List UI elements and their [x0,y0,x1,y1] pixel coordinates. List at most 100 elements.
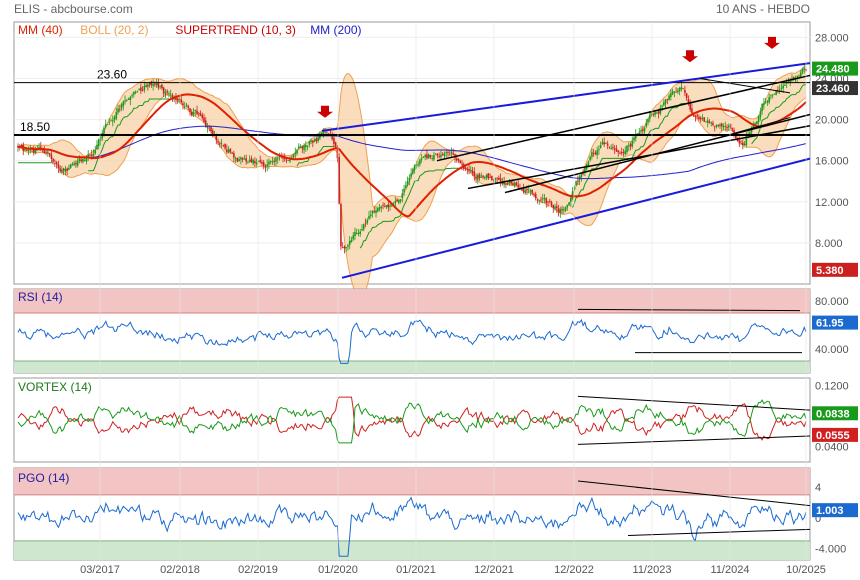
candle-body [787,80,790,82]
candle-body [722,126,725,128]
candle-body [510,181,512,184]
candle-body [248,159,251,163]
candle-body [522,188,525,192]
candle-body [613,148,616,150]
candle-body [262,162,265,166]
candle-body [652,113,655,115]
candle-body [629,144,632,147]
candle-body [545,198,548,203]
candle-body [389,205,391,207]
candle-body [327,133,330,135]
candle-body [40,146,42,148]
candle-body [152,84,154,86]
candle-body [789,79,792,83]
candle-body [204,120,207,127]
pgo-panel: 4 0 -4.000 PGO (14) 1.003 [13,467,858,561]
candle-body [436,153,439,156]
candle-body [448,154,451,156]
pgo-high-zone [14,468,810,495]
candle-body [368,215,370,219]
candle-body [194,109,197,112]
candle-body [419,159,421,165]
candle-body [34,149,37,154]
candle-body [777,91,779,93]
candle-body [32,148,35,153]
candle-body [668,95,670,101]
vortex-y-tick-label: 0.0400 [815,442,849,454]
candle-body [75,162,77,165]
candle-body [133,91,135,95]
candle-body [552,205,555,208]
candle-body [761,103,763,111]
candle-body [782,85,784,89]
candle-body [698,116,700,120]
candle-body [633,137,635,141]
candle-body [271,161,274,163]
candle-body [215,136,218,141]
candle-body [196,110,198,115]
candle-body [468,168,470,171]
candle-body [501,182,504,184]
candle-body [489,177,491,178]
pgo-y-tick-label: 4 [815,482,821,494]
candle-body [92,154,95,156]
candle-body [236,158,239,162]
candle-body [234,158,237,159]
candle-body [336,148,339,159]
candle-body [27,150,30,152]
rsi-line [17,318,807,364]
candle-body [175,97,177,100]
candle-body [78,158,81,161]
candle-body [696,115,698,117]
candle-body [680,87,683,90]
bollinger-upper-line [17,65,807,208]
candle-body [554,206,556,209]
candle-body [190,111,193,116]
candle-body [261,162,263,164]
candle-body [220,143,223,145]
candle-body [455,158,458,161]
candle-body [491,175,493,180]
candle-body [792,77,795,80]
candle-body [799,72,802,77]
candle-body [492,179,495,181]
candle-body [508,181,511,184]
candle-body [359,231,362,234]
candle-body [599,145,602,148]
wedge-lower-line [709,117,791,141]
candle-body [305,145,307,147]
candle-body [241,157,244,160]
candle-body [334,142,337,148]
candle-body [620,152,623,154]
candle-body [124,100,126,102]
candle-body [155,83,158,86]
candle-body [654,111,656,115]
trend-line-upper [436,74,811,162]
rsi-value-badge-text: 61.95 [816,318,844,330]
candle-body [659,107,662,114]
candle-body [682,88,684,90]
candle-body [48,153,51,155]
candle-body [527,189,530,191]
candle-body [136,91,139,92]
candle-body [773,93,776,95]
candle-body [638,132,641,136]
candle-body [275,158,277,162]
candle-body [199,113,202,116]
trend-line-mid [504,113,811,194]
candle-body [673,91,676,93]
candle-body [464,167,467,169]
candle-body [575,181,577,186]
candle-body [643,127,646,132]
rsi-value-badge [812,315,858,330]
candle-body [664,99,667,104]
candle-body [742,142,744,145]
candle-body [306,146,309,147]
candle-body [413,164,416,170]
candle-body [424,155,426,157]
candle-body [289,158,291,162]
candle-body [312,140,314,143]
candle-body [713,126,716,128]
rsi-y-tick-label: 80.000 [815,296,849,308]
candle-body [159,85,161,87]
